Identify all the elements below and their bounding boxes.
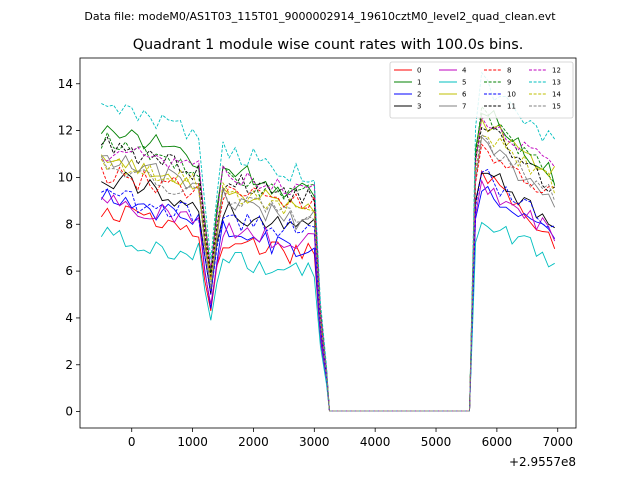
y-tick-label: 10: [58, 170, 73, 184]
legend-label-10: 10: [507, 91, 516, 99]
legend-label-11: 11: [507, 103, 516, 111]
y-tick-label: 14: [58, 77, 73, 91]
legend-label-12: 12: [552, 67, 561, 75]
legend-label-0: 0: [417, 67, 421, 75]
figure-suptitle: Data file: modeM0/AS1T03_115T01_90000029…: [84, 10, 556, 23]
legend-label-7: 7: [462, 103, 466, 111]
legend-label-9: 9: [507, 79, 511, 87]
legend-label-6: 6: [462, 91, 467, 99]
x-offset-label: +2.9557e8: [509, 455, 576, 469]
legend-label-4: 4: [462, 67, 467, 75]
x-tick-label: 0: [128, 435, 136, 449]
series-line-9: [100, 105, 556, 412]
y-tick-label: 2: [65, 358, 73, 372]
plot-frame: [79, 57, 577, 429]
series-line-15: [100, 133, 556, 412]
legend-box: [389, 61, 574, 119]
legend-label-15: 15: [552, 103, 561, 111]
legend-label-14: 14: [552, 91, 561, 99]
legend-label-2: 2: [417, 91, 421, 99]
x-tick-label: 7000: [542, 435, 573, 449]
series-line-14: [100, 135, 556, 412]
y-tick-label: 12: [58, 124, 73, 138]
series-line-12: [101, 115, 556, 412]
x-tick-label: 3000: [299, 435, 330, 449]
x-tick-label: 5000: [421, 435, 452, 449]
y-tick-label: 8: [65, 217, 73, 231]
x-tick-label: 2000: [238, 435, 269, 449]
legend-label-13: 13: [552, 79, 561, 87]
x-tick-label: 1000: [177, 435, 208, 449]
x-tick-label: 4000: [360, 435, 391, 449]
y-tick-label: 6: [65, 264, 73, 278]
legend-label-5: 5: [462, 79, 466, 87]
legend-label-3: 3: [417, 103, 421, 111]
series-line-10: [101, 168, 555, 412]
y-tick-label: 0: [65, 405, 73, 419]
y-tick-label: 4: [65, 311, 73, 325]
chart-title: Quadrant 1 module wise count rates with …: [133, 37, 524, 53]
legend-label-1: 1: [417, 79, 421, 87]
legend-label-8: 8: [507, 67, 511, 75]
x-tick-label: 6000: [482, 435, 513, 449]
